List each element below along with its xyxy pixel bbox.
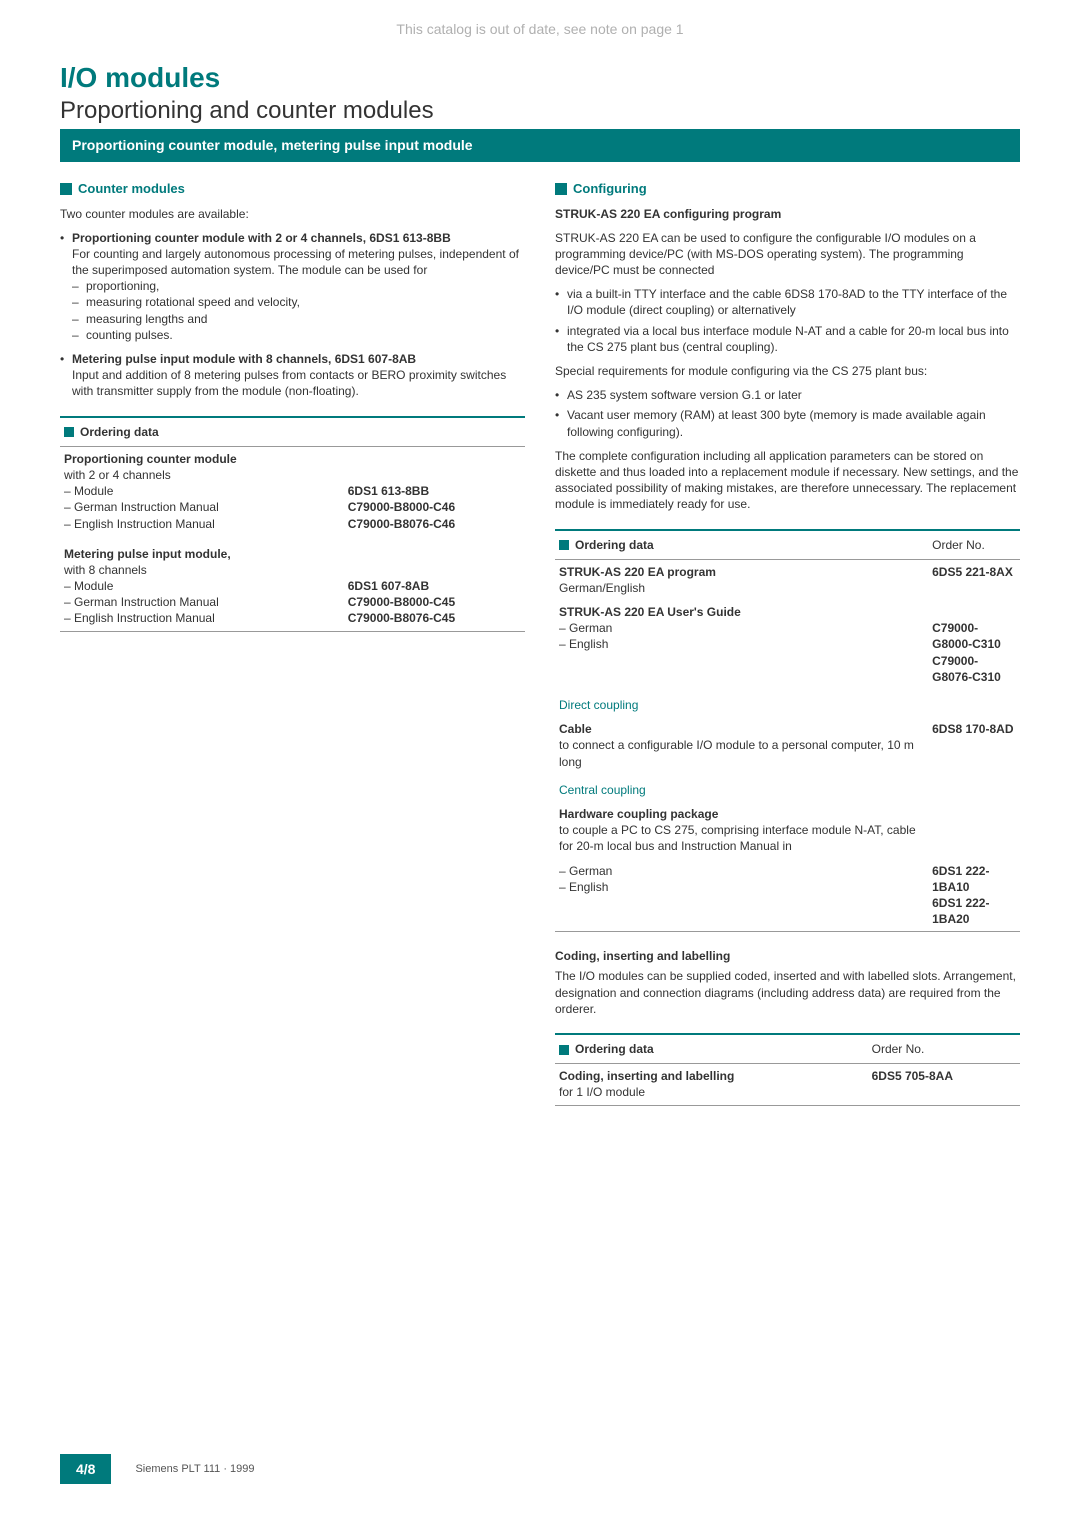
item2-title: Metering pulse input module with 8 chann…	[72, 352, 416, 366]
link: Central coupling	[555, 774, 1020, 802]
section-configuring: Configuring	[555, 180, 1020, 198]
th: Order No.	[868, 1034, 1020, 1064]
row: – English	[559, 637, 608, 651]
item1-title: Proportioning counter module with 2 or 4…	[72, 231, 451, 245]
intro-text: Two counter modules are available:	[60, 206, 525, 222]
row: – Module	[64, 579, 113, 593]
ordno: C79000-B8076-C46	[348, 517, 455, 531]
ordno: 6DS1 607-8AB	[348, 579, 429, 593]
row: – German Instruction Manual	[64, 500, 219, 514]
item2-desc: Input and addition of 8 metering pulses …	[72, 368, 506, 398]
row: – Module	[64, 484, 113, 498]
item1-desc: For counting and largely autonomous proc…	[72, 247, 519, 277]
title-main: I/O modules	[60, 59, 1020, 97]
order-table-2: Ordering data Order No. STRUK-AS 220 EA p…	[555, 529, 1020, 941]
ordno: C79000-B8000-C45	[348, 595, 455, 609]
row: – German	[559, 621, 612, 635]
subtitle-bar: Proportioning counter module, metering p…	[60, 130, 1020, 162]
dash-item: proportioning,	[72, 278, 525, 294]
title-sub: Proportioning and counter modules	[60, 95, 1020, 130]
th: Ordering data	[80, 425, 159, 439]
prod-sub: with 8 channels	[64, 563, 147, 577]
ordno: C79000-G8000-C310	[932, 621, 1001, 651]
row: – English Instruction Manual	[64, 517, 215, 531]
ordno: C79000-B8076-C45	[348, 611, 455, 625]
dash-item: counting pulses.	[72, 327, 525, 343]
cfg-subhead: STRUK-AS 220 EA configuring program	[555, 206, 1020, 222]
ordno: C79000-G8076-C310	[932, 654, 1001, 684]
ordno: 6DS5 221-8AX	[928, 559, 1020, 600]
th: Order No.	[928, 530, 1020, 560]
prod-name: Hardware coupling package	[559, 807, 718, 821]
row: German/English	[559, 581, 645, 595]
page-number: 4/8	[60, 1454, 111, 1485]
coding-head: Coding, inserting and labelling	[555, 948, 1020, 964]
prod-name: STRUK-AS 220 EA User's Guide	[559, 605, 741, 619]
section-counter-modules: Counter modules	[60, 180, 525, 198]
right-column: Configuring STRUK-AS 220 EA configuring …	[555, 174, 1020, 1114]
th: Ordering data	[575, 1042, 654, 1056]
cfg-p3: The complete configuration including all…	[555, 448, 1020, 513]
ordno: C79000-B8000-C46	[348, 500, 455, 514]
bullet-item: AS 235 system software version G.1 or la…	[555, 387, 1020, 403]
row: – German Instruction Manual	[64, 595, 219, 609]
row: – German	[559, 864, 612, 878]
th: Ordering data	[575, 538, 654, 552]
bullet-item: Proportioning counter module with 2 or 4…	[60, 230, 525, 343]
prod-name: Metering pulse input module,	[64, 547, 231, 561]
prod-name: Cable	[559, 722, 592, 736]
coding-text: The I/O modules can be supplied coded, i…	[555, 968, 1020, 1017]
row: – English Instruction Manual	[64, 611, 215, 625]
bullet-item: Metering pulse input module with 8 chann…	[60, 351, 525, 400]
watermark-text: This catalog is out of date, see note on…	[60, 20, 1020, 59]
ordno: 6DS1 222-1BA10	[932, 864, 989, 894]
row: to connect a configurable I/O module to …	[559, 738, 914, 768]
order-table-3: Ordering data Order No. Coding, inserting…	[555, 1033, 1020, 1114]
prod-sub: with 2 or 4 channels	[64, 468, 171, 482]
ordno: 6DS8 170-8AD	[928, 717, 1020, 774]
ordno: 6DS5 705-8AA	[868, 1064, 1020, 1105]
prod-name: Coding, inserting and labelling	[559, 1069, 734, 1083]
cfg-p2: Special requirements for module configur…	[555, 363, 1020, 379]
cfg-p1: STRUK-AS 220 EA can be used to configure…	[555, 230, 1020, 279]
row: for 1 I/O module	[559, 1085, 645, 1099]
left-column: Counter modules Two counter modules are …	[60, 174, 525, 1114]
row: – English	[559, 880, 608, 894]
bullet-item: via a built-in TTY interface and the cab…	[555, 286, 1020, 318]
prod-name: STRUK-AS 220 EA program	[559, 565, 716, 579]
dash-item: measuring lengths and	[72, 311, 525, 327]
prod-name: Proportioning counter module	[64, 452, 237, 466]
footer-text: Siemens PLT 111 · 1999	[135, 1462, 254, 1477]
dash-item: measuring rotational speed and velocity,	[72, 294, 525, 310]
page-footer: 4/8 Siemens PLT 111 · 1999	[60, 1454, 1020, 1485]
ordno: 6DS1 613-8BB	[348, 484, 429, 498]
row: to couple a PC to CS 275, comprising int…	[559, 823, 916, 853]
link: Direct coupling	[555, 689, 1020, 717]
bullet-item: integrated via a local bus interface mod…	[555, 323, 1020, 355]
ordno: 6DS1 222-1BA20	[932, 896, 989, 926]
order-table-1: Ordering data Proportioning counter modu…	[60, 416, 525, 640]
bullet-item: Vacant user memory (RAM) at least 300 by…	[555, 407, 1020, 439]
